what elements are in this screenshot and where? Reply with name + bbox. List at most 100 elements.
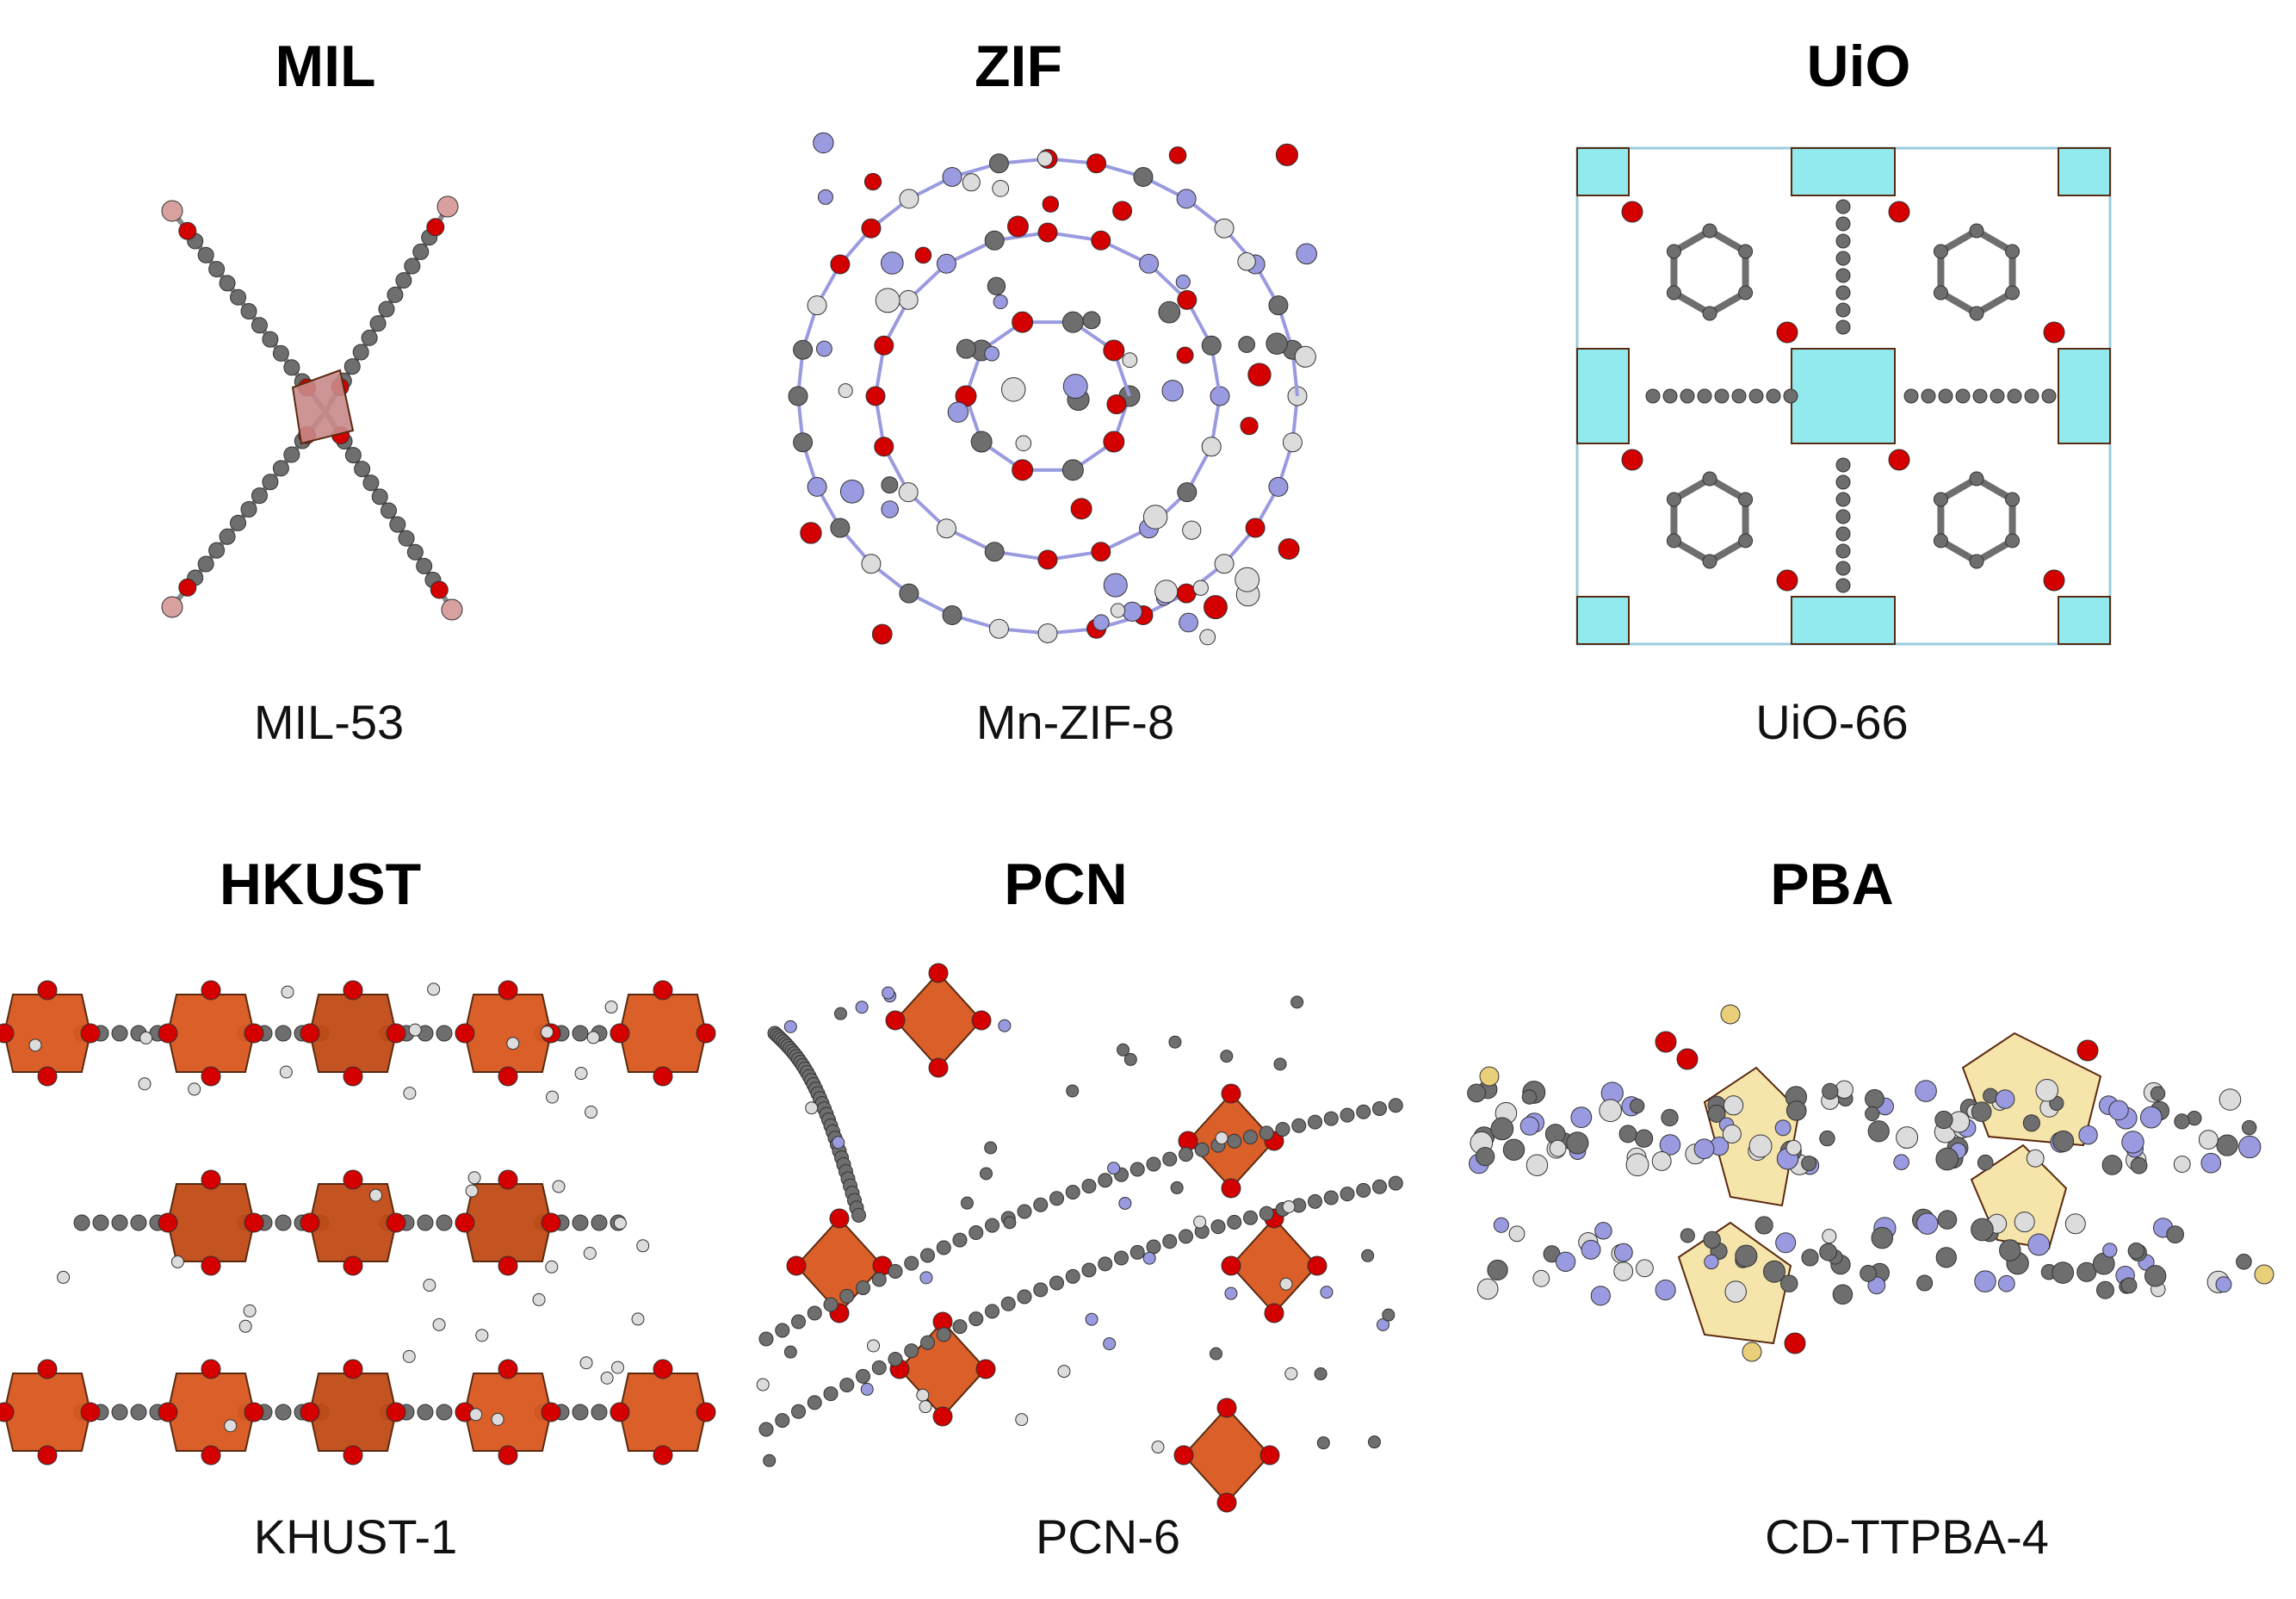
atom [984,542,1005,562]
atom [251,487,268,505]
polyhedron [291,369,355,445]
atom [1388,1175,1403,1191]
atom [758,1422,774,1437]
atom [936,1327,951,1342]
atom [378,301,395,318]
panel-title: UiO [1807,34,1911,99]
atom [1275,143,1298,166]
atom [1162,1151,1178,1167]
atom [224,1419,238,1433]
atom [161,596,183,618]
atom [783,1020,797,1033]
atom [300,1023,320,1044]
atom [1704,1254,1719,1270]
atom [1570,1106,1593,1129]
atom [170,1255,184,1268]
atom [1634,1129,1654,1148]
atom [138,1077,152,1091]
atom [455,1023,475,1044]
atom [386,1023,406,1044]
atom [386,1212,406,1233]
polyhedron [463,994,553,1073]
atom [898,289,919,310]
atom [791,1314,806,1329]
atom [230,514,247,531]
atom [0,1402,15,1422]
polyhedron [1791,348,1896,444]
atom [1867,1276,1886,1295]
atom [1037,222,1058,243]
atom [1081,1262,1097,1278]
atom [408,1023,422,1037]
atom [2130,1156,2148,1174]
atom [2005,244,2021,259]
atom [1192,579,1209,596]
atom [1933,244,1948,259]
atom [1997,1274,2015,1292]
panel-title: PCN [1004,852,1128,917]
atom [1599,1099,1622,1123]
atom [436,1025,453,1042]
atom [1776,321,1798,344]
atom [1693,1138,1715,1160]
atom [1835,199,1851,214]
atom [2005,492,2021,507]
atom [1210,1219,1226,1235]
atom [936,518,956,539]
atom [1738,285,1754,301]
atom [1655,1280,1676,1301]
atom [1835,233,1851,249]
atom [904,1343,919,1359]
polyhedron [1576,596,1630,645]
atom [201,1359,221,1379]
atom [1723,1095,1744,1116]
atom [1176,346,1194,364]
atom [1086,153,1107,174]
atom [1702,223,1717,239]
atom [920,1248,935,1263]
atom [1103,1337,1117,1351]
benzene-ring [1670,474,1749,566]
atom [1106,394,1127,415]
atom [412,243,430,260]
atom [1666,533,1681,548]
atom [572,1025,589,1042]
atom [984,1141,998,1155]
atom [300,1212,320,1233]
atom [436,1404,453,1421]
atom [1107,1162,1121,1175]
atom [636,1239,650,1253]
atom [1042,195,1060,213]
atom [1766,388,1781,404]
atom [1822,1229,1837,1244]
atom [786,1255,807,1276]
atom [1621,201,1643,223]
atom [1532,1269,1550,1287]
atom [1240,417,1259,436]
atom [932,1406,953,1427]
atom [158,1023,178,1044]
atom [1680,1228,1695,1243]
atom [1655,1031,1677,1053]
atom [1467,1083,1486,1103]
polyhedron [166,994,256,1073]
atom [1776,569,1798,592]
atom [1666,285,1681,301]
atom [2005,285,2021,301]
atom [2127,1243,2145,1260]
atom [793,339,814,360]
atom [188,1082,201,1096]
atom [1819,1130,1835,1147]
atom [1995,1089,2015,1109]
atom [805,1101,819,1115]
atom [436,195,459,218]
atom [1000,1296,1016,1311]
atom [985,1304,999,1319]
atom [275,1025,292,1042]
atom [1284,1367,1298,1380]
atom [956,338,976,359]
atom [2043,321,2065,344]
atom [1835,302,1851,318]
